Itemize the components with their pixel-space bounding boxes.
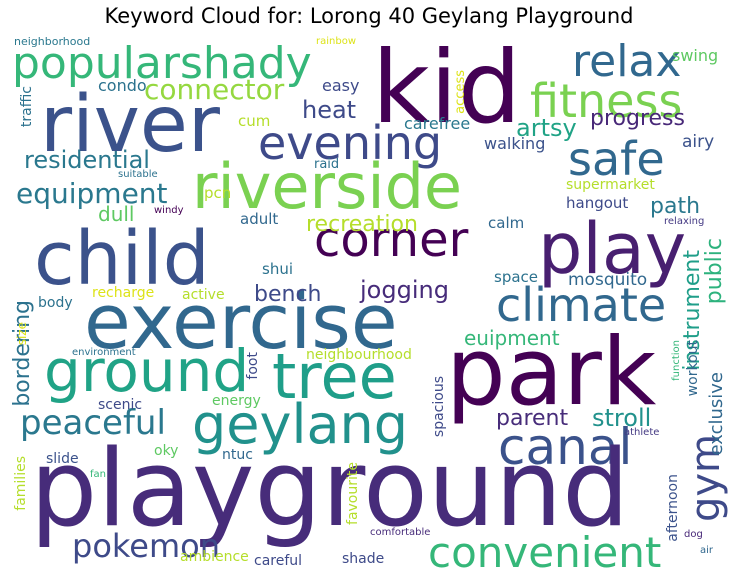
word-public: public bbox=[702, 238, 727, 305]
word-exclusive: exclusive bbox=[706, 372, 727, 456]
word-euipment: euipment bbox=[464, 326, 560, 350]
word-families: families bbox=[13, 456, 29, 511]
word-favourite: favourite bbox=[345, 462, 361, 525]
word-athlete: athlete bbox=[624, 427, 660, 438]
chart-title: Keyword Cloud for: Lorong 40 Geylang Pla… bbox=[104, 4, 634, 28]
word-air: air bbox=[700, 545, 714, 556]
word-convenient: convenient bbox=[428, 528, 662, 577]
word-relax: relax bbox=[572, 36, 682, 87]
word-easy: easy bbox=[322, 76, 360, 95]
word-park: park bbox=[446, 318, 657, 427]
word-progress: progress bbox=[590, 106, 685, 131]
word-rainbow: rainbow bbox=[316, 36, 356, 47]
word-space: space bbox=[494, 268, 539, 286]
word-walking: walking bbox=[484, 134, 546, 153]
word-pcn: pcn bbox=[204, 184, 232, 202]
word-airy: airy bbox=[682, 132, 715, 152]
word-hangout: hangout bbox=[566, 194, 629, 212]
word-energy: energy bbox=[212, 393, 261, 409]
word-dog: dog bbox=[684, 529, 703, 540]
word-active: active bbox=[182, 287, 225, 303]
word-workout: workout bbox=[685, 340, 701, 397]
word-play: play bbox=[538, 208, 687, 290]
word-carefree: carefree bbox=[404, 114, 471, 133]
word-careful: careful bbox=[254, 553, 303, 569]
word-tree: tree bbox=[272, 340, 397, 413]
word-oky: oky bbox=[154, 443, 179, 459]
word-windy: windy bbox=[154, 205, 184, 216]
word-peaceful: peaceful bbox=[20, 403, 166, 443]
word-calm: calm bbox=[488, 214, 525, 232]
word-scenic: scenic bbox=[98, 397, 143, 413]
word-fan: fan bbox=[90, 469, 106, 480]
word-foot: foot bbox=[245, 352, 261, 380]
word-corner: corner bbox=[314, 212, 469, 268]
word-parent: parent bbox=[496, 406, 569, 431]
word-pokemon: pokemon bbox=[72, 527, 220, 565]
word-access: access bbox=[453, 70, 468, 114]
word-ntuc: ntuc bbox=[222, 447, 253, 463]
word-swing: swing bbox=[672, 46, 719, 65]
word-shade: shade bbox=[342, 551, 385, 567]
word-child: child bbox=[34, 216, 210, 302]
word-neighbourhood: neighbourhood bbox=[306, 347, 412, 363]
word-dull: dull bbox=[98, 202, 135, 226]
word-jogging: jogging bbox=[360, 276, 449, 304]
word-popularshady: popularshady bbox=[12, 38, 312, 89]
word-geylang: geylang bbox=[192, 393, 409, 456]
word-recharge: recharge bbox=[92, 285, 155, 301]
word-traffic: traffic bbox=[19, 86, 35, 128]
word-shui: shui bbox=[262, 260, 293, 278]
word-climate: climate bbox=[496, 278, 667, 332]
word-body: body bbox=[38, 295, 73, 311]
word-suitable: suitable bbox=[118, 169, 158, 180]
word-stroll: stroll bbox=[592, 404, 652, 432]
word-exercise: exercise bbox=[84, 277, 398, 366]
word-raid: raid bbox=[314, 157, 340, 172]
word-adult: adult bbox=[240, 210, 279, 228]
word-canal: canal bbox=[498, 418, 633, 476]
word-cum: cum bbox=[238, 112, 271, 130]
word-supermarket: supermarket bbox=[566, 177, 655, 193]
word-relaxing: relaxing bbox=[664, 216, 705, 227]
word-ambience: ambience bbox=[180, 549, 249, 565]
word-neighborhood: neighborhood bbox=[14, 35, 91, 48]
word-artsy: artsy bbox=[516, 114, 577, 142]
word-size: size bbox=[15, 322, 29, 346]
word-recreation: recreation bbox=[306, 212, 418, 237]
word-fitness: fitness bbox=[530, 74, 683, 128]
word-evening: evening bbox=[258, 116, 443, 170]
word-environment: environment bbox=[72, 347, 136, 358]
word-mosquito: mosquito bbox=[568, 270, 648, 290]
word-condo: condo bbox=[98, 76, 147, 95]
word-riverside: riverside bbox=[192, 150, 463, 223]
word-kid: kid bbox=[372, 29, 522, 146]
word-river: river bbox=[40, 80, 220, 170]
word-connector: connector bbox=[144, 73, 285, 106]
word-function: function bbox=[671, 340, 682, 381]
word-spacious: spacious bbox=[431, 376, 447, 438]
word-comfortable: comfortable bbox=[370, 527, 431, 538]
word-ground: ground bbox=[44, 337, 250, 405]
word-afternoon: afternoon bbox=[665, 474, 681, 542]
word-slide: slide bbox=[46, 451, 79, 467]
word-playground: playground bbox=[30, 427, 630, 550]
word-equipment: equipment bbox=[16, 177, 168, 210]
word-path: path bbox=[650, 194, 701, 219]
word-heat: heat bbox=[302, 96, 357, 124]
word-safe: safe bbox=[568, 132, 665, 186]
word-bench: bench bbox=[254, 282, 322, 307]
word-residential: residential bbox=[24, 146, 150, 174]
word-bordering: bordering bbox=[10, 300, 35, 407]
